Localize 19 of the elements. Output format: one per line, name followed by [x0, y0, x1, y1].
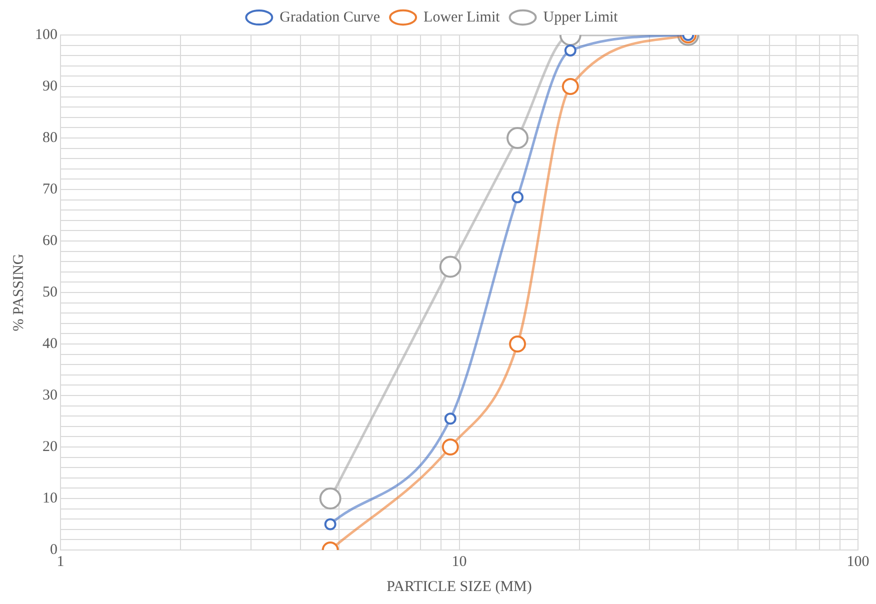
y-tick-label: 20 — [42, 438, 58, 455]
x-axis-title: PARTICLE SIZE (MM) — [386, 578, 532, 595]
y-tick-label: 50 — [42, 284, 58, 300]
x-tick-label: 100 — [846, 554, 870, 570]
legend-label: Lower Limit — [424, 9, 501, 26]
x-tick-label: 1 — [56, 554, 64, 570]
y-tick-label: 0 — [50, 542, 58, 558]
y-tick-label: 60 — [42, 232, 58, 249]
legend-label: Gradation Curve — [280, 9, 380, 26]
y-tick-label: 10 — [42, 490, 58, 506]
y-tick-label: 70 — [42, 181, 58, 198]
y-axis-title: % PASSING — [10, 254, 27, 332]
y-tick-label: 40 — [42, 336, 58, 352]
legend-label: Upper Limit — [543, 9, 619, 26]
x-tick-label: 10 — [452, 554, 467, 570]
y-tick-label: 80 — [42, 130, 58, 146]
y-tick-label: 100 — [35, 26, 58, 43]
y-tick-label: 30 — [42, 387, 58, 404]
y-tick-label: 90 — [42, 78, 58, 94]
